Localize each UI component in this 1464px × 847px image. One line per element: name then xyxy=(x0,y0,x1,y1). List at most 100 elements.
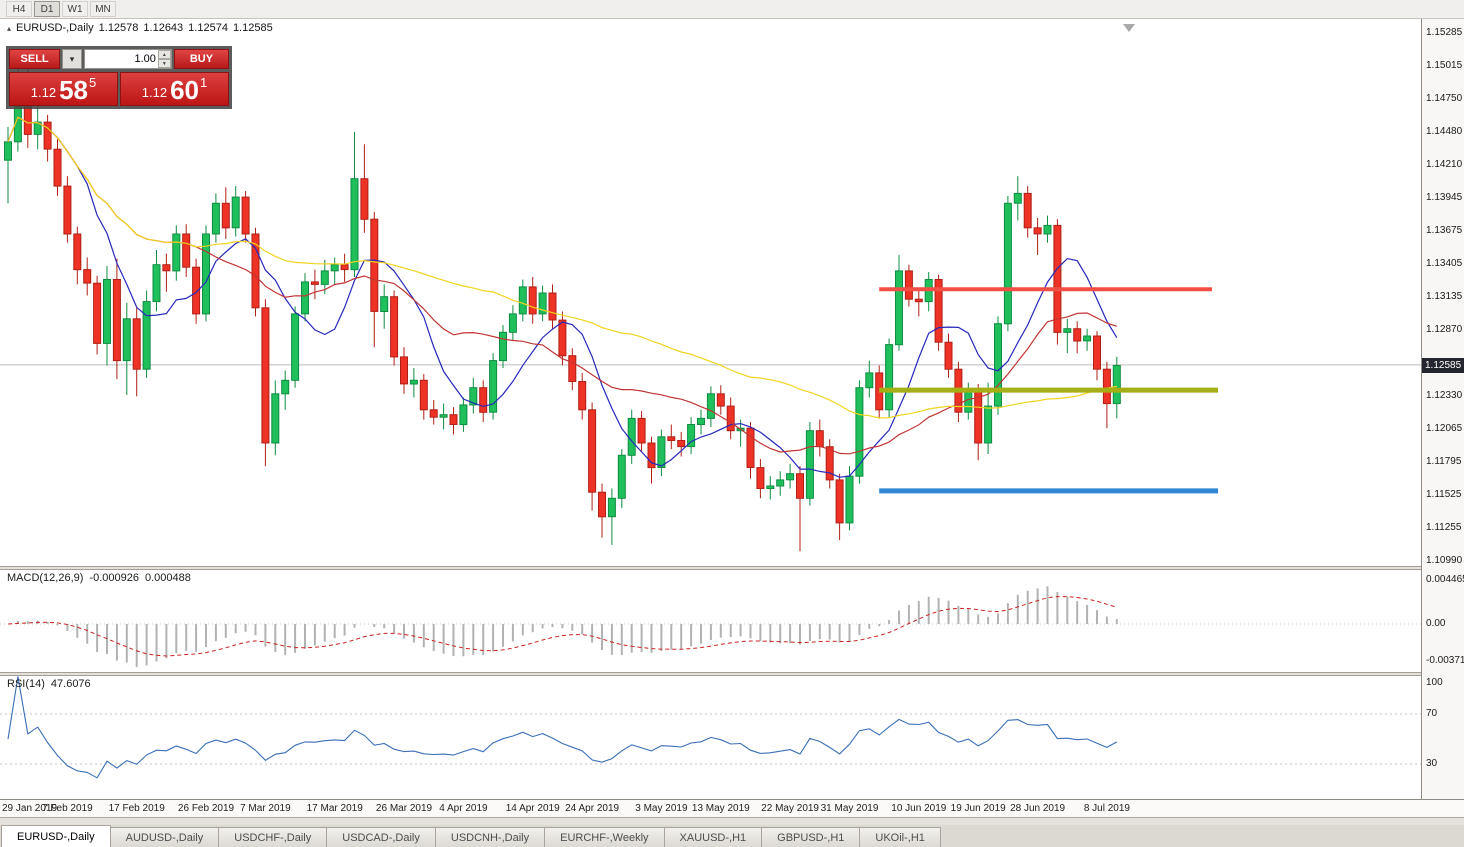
date-axis-label: 17 Mar 2019 xyxy=(306,803,363,814)
volume-input[interactable] xyxy=(84,50,158,68)
spinner-up-icon: ▲ xyxy=(161,51,167,58)
price-axis-label: 1.11795 xyxy=(1426,456,1462,467)
chart-tabs: EURUSD-,Daily AUDUSD-,Daily USDCHF-,Daily U… xyxy=(1,825,941,847)
volume-decrease-button[interactable]: ▼ xyxy=(157,59,171,68)
price-axis-label: 1.11525 xyxy=(1426,489,1462,500)
price-axis-label: 1.10990 xyxy=(1426,555,1463,566)
macd-panel-canvas[interactable] xyxy=(0,570,1421,672)
spinner-down-icon: ▼ xyxy=(161,60,167,67)
rsi-label: RSI(14) xyxy=(7,678,45,690)
price-axis-label: 1.12870 xyxy=(1426,324,1463,335)
symbol-marker-icon: ▴ xyxy=(7,24,12,33)
date-axis-label: 19 Jun 2019 xyxy=(950,803,1006,814)
chart-tabs-bar: EURUSD-,Daily AUDUSD-,Daily USDCHF-,Daily U… xyxy=(0,825,1464,847)
date-axis-label: 17 Feb 2019 xyxy=(108,803,165,814)
chart-tab[interactable]: EURUSD-,Daily xyxy=(1,825,111,847)
macd-axis-label: -0.003715 xyxy=(1426,655,1464,666)
buy-price-prefix: 1.12 xyxy=(141,85,168,100)
rsi-header: RSI(14) 47.6076 xyxy=(7,678,97,690)
chart-tab[interactable]: USDCHF-,Daily xyxy=(218,827,328,847)
macd-axis-label: 0.00 xyxy=(1426,618,1446,629)
date-axis-label: 31 May 2019 xyxy=(820,803,879,814)
buy-price-big: 60 xyxy=(170,75,199,105)
price-axis-label: 1.14750 xyxy=(1426,93,1463,104)
rsi-value: 47.6076 xyxy=(50,678,91,690)
sell-price-prefix: 1.12 xyxy=(30,85,57,100)
chevron-down-icon: ▾ xyxy=(69,53,75,64)
current-price-badge: 1.12585 xyxy=(1422,358,1464,373)
price-axis-label: 1.12065 xyxy=(1426,423,1463,434)
macd-signal-value: 0.000488 xyxy=(144,572,191,584)
ohlc-open: 1.12578 xyxy=(98,22,139,34)
bottom-strip xyxy=(0,817,1464,825)
sell-price-big: 58 xyxy=(59,75,88,105)
price-axis-label: 1.14480 xyxy=(1426,126,1463,137)
macd-histogram xyxy=(16,586,1118,667)
volume-field: ▲ ▼ xyxy=(83,49,172,69)
timeframe-button-h4[interactable]: H4 xyxy=(6,1,32,17)
chart-tab[interactable]: USDCNH-,Daily xyxy=(434,827,546,847)
rsi-axis-label: 30 xyxy=(1426,758,1438,769)
timeframe-button-w1[interactable]: W1 xyxy=(62,1,88,17)
price-axis-label: 1.13675 xyxy=(1426,225,1463,236)
price-axis-label: 1.12330 xyxy=(1426,390,1463,401)
sell-price-sup: 5 xyxy=(89,75,97,90)
ohlc-high: 1.12643 xyxy=(143,22,184,34)
volume-increase-button[interactable]: ▲ xyxy=(157,50,171,59)
rsi-line xyxy=(7,676,1118,779)
buy-price-sup: 1 xyxy=(200,75,208,90)
date-axis-label: 8 Jul 2019 xyxy=(1083,803,1130,814)
price-axis-label: 1.15015 xyxy=(1426,60,1463,71)
chart-shift-marker-icon[interactable] xyxy=(1123,24,1135,32)
price-scale[interactable]: 1.12585 1.15285 1.15015 1.14750 1.14480 1.14… xyxy=(1421,19,1464,799)
date-axis-label: 7 Mar 2019 xyxy=(240,803,291,814)
date-scale[interactable]: 29 Jan 2019 7 Feb 2019 17 Feb 2019 26 Feb 2… xyxy=(0,799,1464,817)
price-axis-label: 1.15285 xyxy=(1426,27,1463,38)
date-axis-label: 29 Jan 2019 xyxy=(2,803,58,814)
chart-tab[interactable]: AUDUSD-,Daily xyxy=(109,827,220,847)
date-axis-label: 4 Apr 2019 xyxy=(439,803,488,814)
timeframe-toolbar: H4 D1 W1 MN xyxy=(0,0,1464,19)
chart-tab[interactable]: XAUUSD-,H1 xyxy=(663,827,763,847)
macd-axis-label: 0.004465 xyxy=(1426,574,1464,585)
volume-dropdown-button[interactable]: ▾ xyxy=(62,49,82,69)
panel-splitter[interactable] xyxy=(0,672,1464,676)
date-axis-label: 28 Jun 2019 xyxy=(1010,803,1066,814)
date-axis-label: 10 Jun 2019 xyxy=(891,803,947,814)
timeframe-button-d1[interactable]: D1 xyxy=(34,1,60,17)
chart-tab[interactable]: GBPUSD-,H1 xyxy=(761,827,861,847)
ohlc-low: 1.12574 xyxy=(188,22,228,34)
price-axis-label: 1.13135 xyxy=(1426,291,1463,302)
chart-tab[interactable]: UKOil-,H1 xyxy=(859,827,941,847)
date-axis-label: 26 Mar 2019 xyxy=(375,803,433,814)
panel-splitter[interactable] xyxy=(0,566,1464,570)
chart-tab[interactable]: EURCHF-,Weekly xyxy=(544,827,665,847)
timeframe-button-mn[interactable]: MN xyxy=(90,1,116,17)
rsi-axis-label: 100 xyxy=(1426,677,1443,688)
date-axis-label: 24 Apr 2019 xyxy=(565,803,620,814)
ohlc-close: 1.12585 xyxy=(232,22,273,34)
price-axis-label: 1.13405 xyxy=(1426,258,1463,269)
rsi-axis-label: 70 xyxy=(1426,708,1438,719)
price-axis-label: 1.11255 xyxy=(1426,522,1462,533)
chart-tab[interactable]: USDCAD-,Daily xyxy=(326,827,436,847)
date-axis-label: 22 May 2019 xyxy=(761,803,820,814)
macd-header: MACD(12,26,9) -0.000926 0.000488 xyxy=(7,572,197,584)
moving-average-lines xyxy=(7,116,1118,478)
macd-signal-line xyxy=(7,596,1117,657)
timeframe-buttons-group: H4 D1 W1 MN xyxy=(6,1,116,17)
date-axis-label: 26 Feb 2019 xyxy=(177,803,235,814)
rsi-panel-canvas[interactable] xyxy=(0,676,1421,799)
buy-button[interactable]: BUY xyxy=(173,49,229,69)
price-axis-label: 1.13945 xyxy=(1426,192,1463,203)
sell-button[interactable]: SELL xyxy=(9,49,61,69)
chart-ohlc-header: ▴ EURUSD-,Daily 1.12578 1.12643 1.12574 1.125… xyxy=(7,22,278,34)
date-axis-label: 7 Feb 2019 xyxy=(42,803,93,814)
date-axis-label: 14 Apr 2019 xyxy=(505,803,560,814)
price-axis-label: 1.14210 xyxy=(1426,159,1463,170)
main-chart-canvas[interactable] xyxy=(0,19,1421,566)
horizontal-trend-lines[interactable] xyxy=(879,287,1218,494)
chart-area[interactable]: ▴ EURUSD-,Daily 1.12578 1.12643 1.12574 1.125… xyxy=(0,19,1464,817)
buy-price-display[interactable]: 1.12 60 1 xyxy=(120,72,229,106)
sell-price-display[interactable]: 1.12 58 5 xyxy=(9,72,118,106)
